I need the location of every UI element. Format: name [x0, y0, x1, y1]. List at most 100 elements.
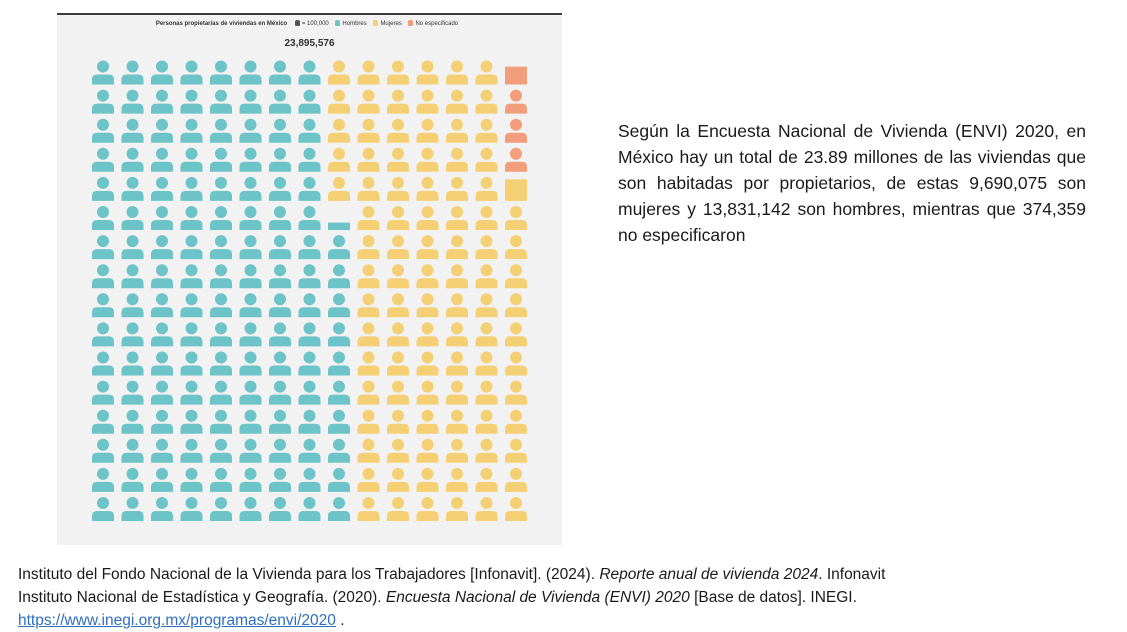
ref-title: Reporte anual de vivienda 2024 [599, 566, 819, 583]
person-icon [151, 409, 173, 434]
person-icon [210, 293, 232, 318]
person-icon [121, 118, 144, 143]
legend-label: Hombres [342, 21, 367, 27]
legend-item-unit: = 100,000 [294, 20, 329, 27]
person-icon [387, 409, 409, 434]
person-icon [180, 351, 203, 376]
person-icon [475, 235, 498, 260]
infographic-panel: Personas propietarias de viviendas en Mé… [57, 13, 562, 545]
inegi-link[interactable]: https://www.inegi.org.mx/programas/envi/… [18, 612, 336, 629]
references: Instituto del Fondo Nacional de la Vivie… [18, 563, 1108, 632]
person-icon [298, 497, 321, 521]
person-icon [328, 147, 350, 172]
waffle-chart [92, 60, 527, 521]
infographic-title: Personas propietarias de viviendas en Mé… [155, 21, 288, 27]
person-icon [269, 293, 291, 318]
person-icon [328, 380, 350, 405]
person-icon [446, 409, 468, 434]
person-icon [298, 293, 321, 318]
person-icon [387, 60, 409, 85]
person-icon [298, 351, 321, 376]
person-icon [180, 176, 203, 201]
person-icon [387, 206, 409, 230]
person-icon [269, 322, 291, 347]
person-icon [298, 409, 321, 434]
person-icon [416, 176, 439, 201]
person-icon [328, 409, 350, 434]
person-icon [92, 438, 114, 463]
person-icon [357, 147, 380, 172]
person-icon [328, 118, 350, 143]
person-icon [475, 409, 498, 434]
person-icon [239, 322, 262, 347]
person-icon [475, 438, 498, 463]
person-icon [180, 467, 203, 492]
person-icon [475, 293, 498, 318]
person-icon [505, 438, 527, 463]
ref-text: Instituto Nacional de Estadística y Geog… [18, 589, 386, 606]
person-icon [505, 179, 527, 201]
person-icon [210, 264, 232, 289]
person-icon [180, 380, 203, 405]
person-icon [328, 322, 350, 347]
person-icon [446, 89, 468, 114]
person-icon [121, 60, 144, 85]
reference-infonavit: Instituto del Fondo Nacional de la Vivie… [18, 563, 1108, 586]
person-icon [416, 235, 439, 260]
person-icon [210, 118, 232, 143]
person-icon [328, 351, 350, 376]
person-icon [121, 322, 144, 347]
person-icon [269, 409, 291, 434]
person-icon [92, 322, 114, 347]
person-icon [505, 467, 527, 492]
person-icon [121, 264, 144, 289]
person-icon [505, 322, 527, 347]
person-icon [387, 176, 409, 201]
person-icon [151, 118, 173, 143]
person-icon [180, 497, 203, 521]
person-icon [446, 176, 468, 201]
person-icon [180, 89, 203, 114]
person-icon [357, 497, 380, 521]
person-icon [92, 293, 114, 318]
person-icon [416, 322, 439, 347]
person-icon [446, 235, 468, 260]
person-icon [151, 235, 173, 260]
legend-label: No especificado [415, 21, 459, 27]
person-icon [210, 380, 232, 405]
person-icon [475, 118, 498, 143]
person-icon [505, 206, 527, 230]
person-icon [328, 293, 350, 318]
person-icon [298, 264, 321, 289]
person-icon [239, 438, 262, 463]
person-icon [269, 60, 291, 85]
person-icon [416, 438, 439, 463]
person-icon [416, 118, 439, 143]
person-icon [239, 235, 262, 260]
person-icon [298, 176, 321, 201]
person-icon [121, 380, 144, 405]
person-icon [239, 409, 262, 434]
person-icon [151, 264, 173, 289]
person-icon [121, 89, 144, 114]
person-icon [239, 176, 262, 201]
person-icon [180, 293, 203, 318]
reference-inegi: Instituto Nacional de Estadística y Geog… [18, 586, 1108, 609]
person-icon [298, 147, 321, 172]
person-icon [92, 380, 114, 405]
person-icon [387, 380, 409, 405]
person-icon [446, 118, 468, 143]
person-icon [151, 438, 173, 463]
person-icon [239, 293, 262, 318]
person-icon [475, 264, 498, 289]
ref-text: . Infonavit [818, 566, 886, 583]
person-icon [239, 264, 262, 289]
person-icon [92, 89, 114, 114]
person-icon [416, 380, 439, 405]
person-icon [269, 438, 291, 463]
person-icon [210, 60, 232, 85]
person-icon [180, 264, 203, 289]
person-icon [121, 497, 144, 521]
person-icon [505, 380, 527, 405]
person-icon [505, 293, 527, 318]
